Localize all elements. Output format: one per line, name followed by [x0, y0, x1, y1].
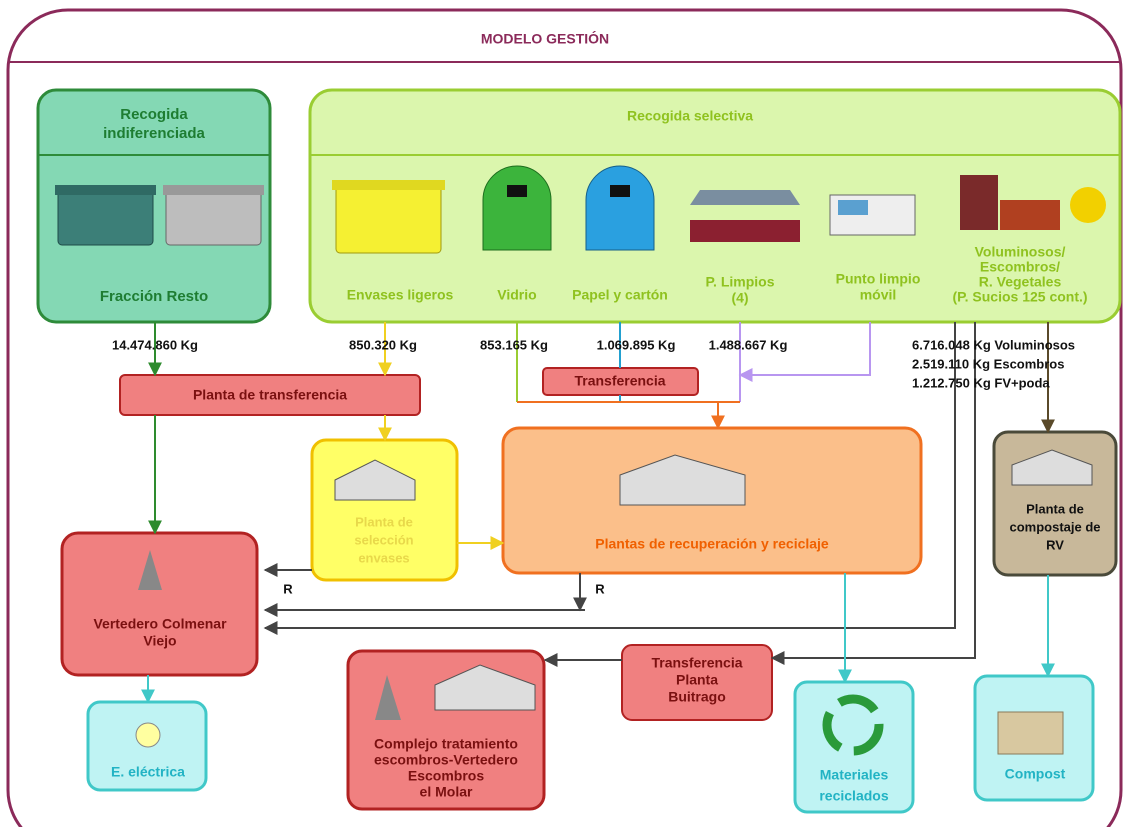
box-label: compostaje de [1009, 519, 1100, 534]
title: MODELO GESTIÓN [481, 30, 609, 47]
box-label: envases [358, 550, 409, 565]
item-label: Envases ligeros [347, 287, 454, 303]
box-label: Planta de [1026, 501, 1084, 516]
box-title: Recogida selectiva [627, 108, 753, 124]
box-label: E. eléctrica [111, 764, 185, 780]
box-label: Transferencia [574, 373, 665, 389]
box-label: Planta de transferencia [193, 387, 347, 403]
icons [55, 165, 1106, 756]
box-label: Buitrago [668, 689, 726, 705]
box-label: RV [1046, 537, 1064, 552]
flow-label: 1.488.667 Kg [709, 337, 788, 352]
flow-label: 1.212.750 Kg FV+poda [912, 375, 1050, 390]
box-label: reciclados [819, 788, 888, 804]
flow-label: 850.320 Kg [349, 337, 417, 352]
box-label: selección [354, 532, 413, 547]
item-label: Escombros/ [980, 259, 1060, 275]
box-title: Recogida [120, 106, 188, 123]
flow-label: 14.474.860 Kg [112, 337, 198, 352]
box-label: Fracción Resto [100, 288, 208, 305]
flow-label: 1.069.895 Kg [597, 337, 676, 352]
box-label: Materiales [820, 767, 889, 783]
item-label: P. Limpios [706, 274, 775, 290]
reject-label: R [595, 581, 605, 596]
box-label: escombros-Vertedero [374, 752, 518, 768]
item-label: móvil [860, 287, 897, 303]
flow-label: 2.519.110 Kg Escombros [912, 356, 1064, 371]
flow-label: 6.716.048 Kg Voluminosos [912, 337, 1075, 352]
box-label: Viejo [143, 633, 176, 649]
box-label: el Molar [420, 784, 473, 800]
box-label: Complejo tratamiento [374, 736, 518, 752]
arrows [141, 322, 1055, 704]
box-label: Planta de [355, 514, 413, 529]
flow-label: 853.165 Kg [480, 337, 548, 352]
item-label: Voluminosos/ [975, 244, 1066, 260]
item-label: R. Vegetales [979, 274, 1062, 290]
box-title: indiferenciada [103, 125, 205, 142]
box-label: Escombros [408, 768, 484, 784]
box-label: Vertedero Colmenar [93, 616, 227, 632]
item-label: (P. Sucios 125 cont.) [952, 289, 1087, 305]
box-label: Plantas de recuperación y reciclaje [595, 536, 829, 552]
reject-label: R [283, 581, 293, 596]
box-label: Compost [1005, 766, 1066, 782]
item-label: Papel y cartón [572, 287, 668, 303]
item-label: Punto limpio [836, 271, 921, 287]
item-label: (4) [731, 290, 748, 306]
item-label: Vidrio [497, 287, 536, 303]
box-label: Planta [676, 672, 718, 688]
box-label: Transferencia [651, 655, 742, 671]
